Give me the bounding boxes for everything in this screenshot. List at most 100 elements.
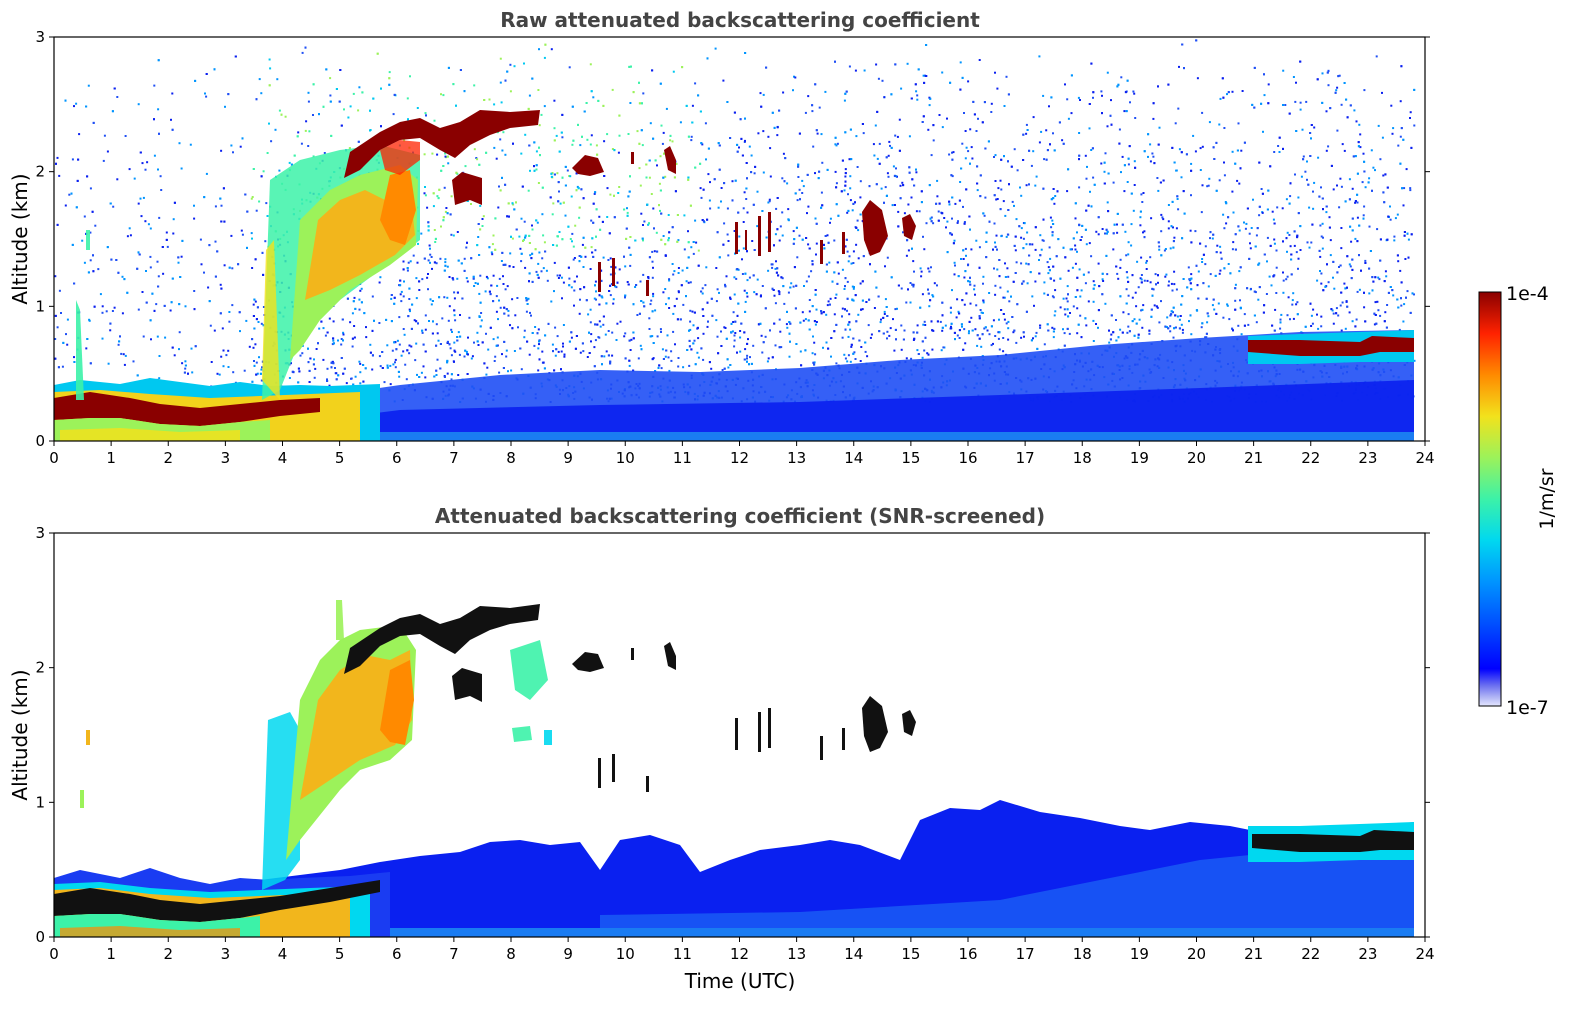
noise-speckle [1039,326,1042,329]
noise-speckle [647,223,650,226]
noise-speckle [307,100,310,103]
noise-speckle [900,324,903,327]
noise-speckle [444,264,447,267]
noise-speckle [969,283,972,286]
noise-speckle [1222,316,1225,319]
noise-speckle [613,216,616,219]
noise-speckle [545,269,548,272]
noise-speckle [1043,281,1046,284]
noise-speckle [616,322,619,325]
noise-speckle [1275,292,1278,294]
noise-speckle [343,108,345,111]
noise-speckle [1368,225,1371,228]
noise-speckle [924,324,927,326]
noise-speckle [528,353,531,356]
noise-speckle [936,179,939,182]
noise-speckle [326,378,328,381]
noise-speckle [479,325,482,328]
noise-speckle [815,308,818,311]
noise-speckle [426,206,429,209]
noise-speckle [970,316,973,319]
noise-speckle [915,90,918,93]
noise-speckle [933,282,936,285]
noise-speckle [723,367,726,370]
noise-speckle [1173,270,1176,273]
noise-speckle [421,278,424,281]
noise-speckle [941,326,944,329]
noise-speckle [951,175,954,178]
noise-speckle [1164,275,1167,278]
noise-speckle [916,94,919,97]
noise-speckle [1286,250,1288,253]
noise-speckle [1409,111,1412,114]
noise-speckle [312,155,315,158]
noise-speckle [209,324,212,327]
noise-speckle [172,218,175,221]
noise-speckle [1354,325,1357,328]
noise-speckle [1208,177,1211,180]
noise-speckle [389,383,392,386]
noise-speckle [475,157,478,159]
noise-speckle [353,296,356,299]
noise-speckle [1189,278,1192,281]
noise-speckle [691,104,694,107]
noise-speckle [351,312,354,315]
noise-speckle [745,187,748,190]
noise-speckle [659,209,661,212]
noise-speckle [301,51,304,54]
noise-speckle [1320,235,1323,238]
noise-speckle [558,231,561,233]
noise-speckle [695,241,698,244]
noise-speckle [820,191,823,194]
noise-speckle [600,269,603,272]
noise-speckle [396,339,399,342]
noise-speckle [529,169,531,172]
noise-speckle [683,214,686,217]
noise-speckle [540,270,543,273]
noise-speckle [254,300,257,303]
noise-speckle [744,272,747,275]
noise-speckle [742,221,745,223]
noise-speckle [452,234,455,237]
noise-speckle [737,211,740,214]
noise-speckle [392,113,395,116]
noise-speckle [715,267,718,269]
noise-speckle [959,88,962,91]
noise-speckle [1097,262,1100,265]
noise-speckle [802,319,805,322]
noise-speckle [834,60,836,63]
noise-speckle [105,310,108,313]
noise-speckle [764,335,767,338]
noise-speckle [1104,302,1107,305]
noise-speckle [193,204,195,207]
noise-speckle [840,190,843,193]
noise-speckle [1322,208,1324,211]
noise-speckle [137,251,140,254]
noise-speckle [640,212,643,215]
noise-speckle [599,325,602,328]
noise-speckle [56,156,59,159]
noise-speckle [797,176,800,178]
noise-speckle [1223,227,1226,230]
noise-speckle [894,308,897,311]
noise-speckle [673,270,676,273]
noise-speckle [1006,290,1009,293]
noise-speckle [841,268,844,271]
noise-speckle [1012,280,1015,283]
noise-speckle [1376,300,1379,303]
noise-speckle [1142,304,1145,307]
noise-speckle [402,295,405,298]
noise-speckle [997,187,1000,190]
noise-speckle [479,228,482,231]
noise-speckle [422,365,425,368]
noise-speckle [618,186,621,188]
noise-speckle [887,154,890,157]
noise-speckle [847,193,849,196]
noise-speckle [1026,282,1029,285]
noise-speckle [1341,143,1344,146]
noise-speckle [776,134,779,137]
noise-speckle [423,153,426,156]
noise-speckle [667,356,670,359]
noise-speckle [931,294,934,297]
noise-speckle [1336,86,1339,89]
